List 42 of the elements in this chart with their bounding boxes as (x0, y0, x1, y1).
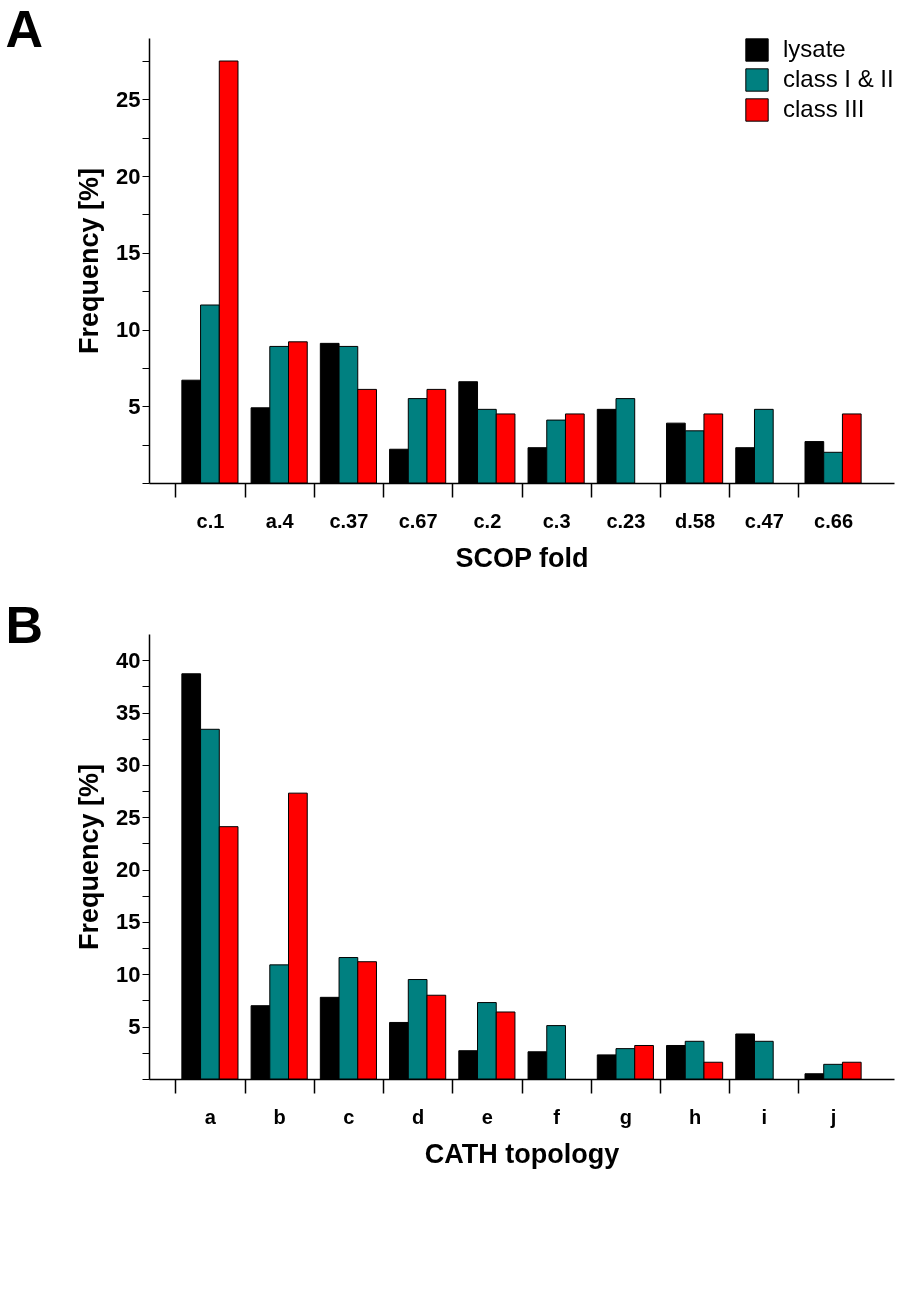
x-tick-label: c.47 (744, 509, 784, 532)
x-tick-label: c.3 (542, 509, 571, 532)
x-tick-label: c.67 (398, 509, 438, 532)
y-tick-label: 30 (116, 752, 141, 778)
y-tick-label: 10 (116, 317, 141, 343)
x-tick-label: e (481, 1105, 493, 1128)
x-tick-label: f (553, 1105, 561, 1128)
x-tick-label: c.2 (473, 509, 502, 532)
y-tick-label: 20 (116, 163, 141, 189)
y-tick-label: 5 (128, 1014, 141, 1040)
y-tick-label: 40 (116, 647, 141, 673)
y-tick-label: 15 (116, 909, 141, 935)
x-tick-label: d.58 (675, 509, 716, 532)
y-tick-label: 10 (116, 961, 141, 987)
legend-label: lysate (783, 35, 846, 62)
y-tick-label: 20 (116, 857, 141, 883)
x-tick-label: d (412, 1105, 425, 1128)
x-tick-label: c.23 (606, 509, 646, 532)
x-tick-label: g (619, 1105, 632, 1128)
x-tick-label: c.1 (196, 509, 225, 532)
y-tick-label: 25 (116, 86, 141, 112)
x-tick-label: a (204, 1105, 217, 1128)
x-tick-label: j (829, 1105, 837, 1128)
x-tick-label: c.37 (329, 509, 369, 532)
legend-label: class I & II (783, 65, 894, 92)
legend-label: class III (783, 95, 865, 122)
x-tick-label: h (688, 1105, 702, 1128)
y-tick-label: 15 (116, 240, 141, 266)
chart-title: B (5, 596, 44, 654)
y-tick-label: 25 (116, 804, 141, 830)
x-tick-label: c (343, 1105, 355, 1128)
chart-title: A (5, 0, 44, 58)
x-tick-label: i (761, 1105, 768, 1128)
x-axis-title: SCOP fold (455, 542, 589, 573)
y-tick-label: 35 (116, 700, 141, 726)
y-tick-label: 5 (128, 393, 141, 419)
x-tick-label: a.4 (265, 509, 295, 532)
y-axis-title: Frequency [%] (74, 763, 105, 951)
x-tick-label: b (273, 1105, 286, 1128)
x-axis-title: CATH topology (424, 1138, 620, 1169)
x-tick-label: c.66 (814, 509, 854, 532)
y-axis-title: Frequency [%] (74, 167, 105, 355)
